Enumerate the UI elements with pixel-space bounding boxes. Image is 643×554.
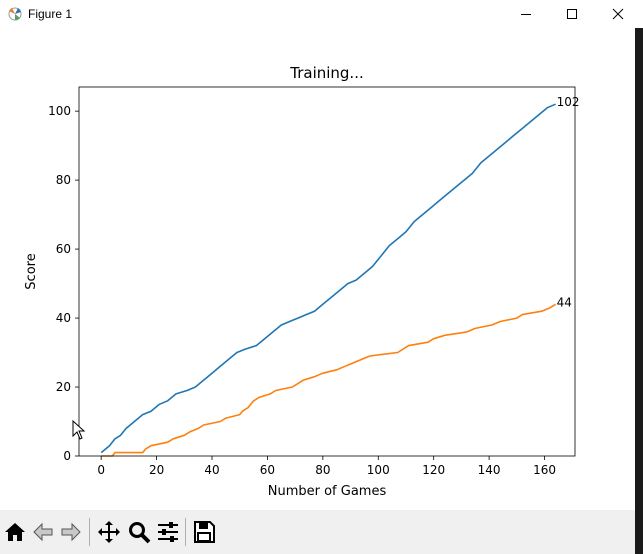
forward-button[interactable] (58, 519, 84, 545)
x-tick-label: 20 (149, 463, 164, 477)
y-tick-label: 60 (56, 242, 71, 256)
chart-title: Training... (289, 64, 364, 82)
series-end-label-2: 44 (557, 295, 572, 309)
y-tick-label: 100 (48, 104, 71, 118)
y-tick-label: 40 (56, 311, 71, 325)
x-tick-label: 0 (97, 463, 105, 477)
pan-button[interactable] (96, 519, 122, 545)
x-tick-label: 80 (315, 463, 330, 477)
matplotlib-app-icon (8, 7, 22, 21)
figure-canvas[interactable]: 102 44 0 20 40 60 80 100 120 140 160 0 20 40 60 80 100 Tr… (0, 28, 635, 510)
line-chart: 102 44 0 20 40 60 80 100 120 140 160 0 20 40 60 80 100 Tr… (24, 64, 580, 499)
x-axis-label: Number of Games (268, 484, 387, 499)
series-end-label-1: 102 (557, 95, 580, 109)
save-button[interactable] (191, 519, 217, 545)
series-line-1 (100, 103, 556, 454)
zoom-button[interactable] (126, 519, 152, 545)
plot-frame (78, 86, 576, 457)
y-tick-label: 20 (56, 380, 71, 394)
close-icon (612, 8, 624, 20)
zoom-icon (129, 522, 151, 544)
minimize-icon (521, 14, 531, 15)
x-tick-label: 100 (367, 463, 390, 477)
window-titlebar: Figure 1 (0, 0, 643, 28)
y-tick-label: 80 (56, 173, 71, 187)
y-axis-label: Score (24, 253, 39, 289)
save-icon (194, 521, 215, 543)
mouse-cursor-icon (72, 420, 86, 440)
configure-subplots-button[interactable] (155, 519, 181, 545)
toolbar-separator (185, 518, 186, 546)
x-tick-label: 160 (533, 463, 556, 477)
home-icon (5, 523, 25, 541)
x-tick-label: 120 (422, 463, 445, 477)
x-tick-label: 60 (260, 463, 275, 477)
toolbar-separator (89, 518, 90, 546)
navigation-toolbar (0, 510, 635, 554)
back-button[interactable] (30, 519, 56, 545)
window-title: Figure 1 (28, 7, 73, 21)
maximize-icon (567, 9, 577, 19)
window-edge (635, 28, 643, 554)
forward-icon (61, 522, 81, 542)
minimize-button[interactable] (503, 0, 549, 28)
maximize-button[interactable] (549, 0, 595, 28)
back-icon (33, 522, 53, 542)
home-button[interactable] (2, 519, 28, 545)
x-tick-label: 140 (478, 463, 501, 477)
y-tick-label: 0 (63, 449, 71, 463)
x-tick-label: 40 (204, 463, 219, 477)
pan-icon (98, 521, 120, 543)
series-line-2 (101, 303, 557, 457)
configure-subplots-icon (158, 522, 178, 542)
close-button[interactable] (595, 0, 641, 28)
